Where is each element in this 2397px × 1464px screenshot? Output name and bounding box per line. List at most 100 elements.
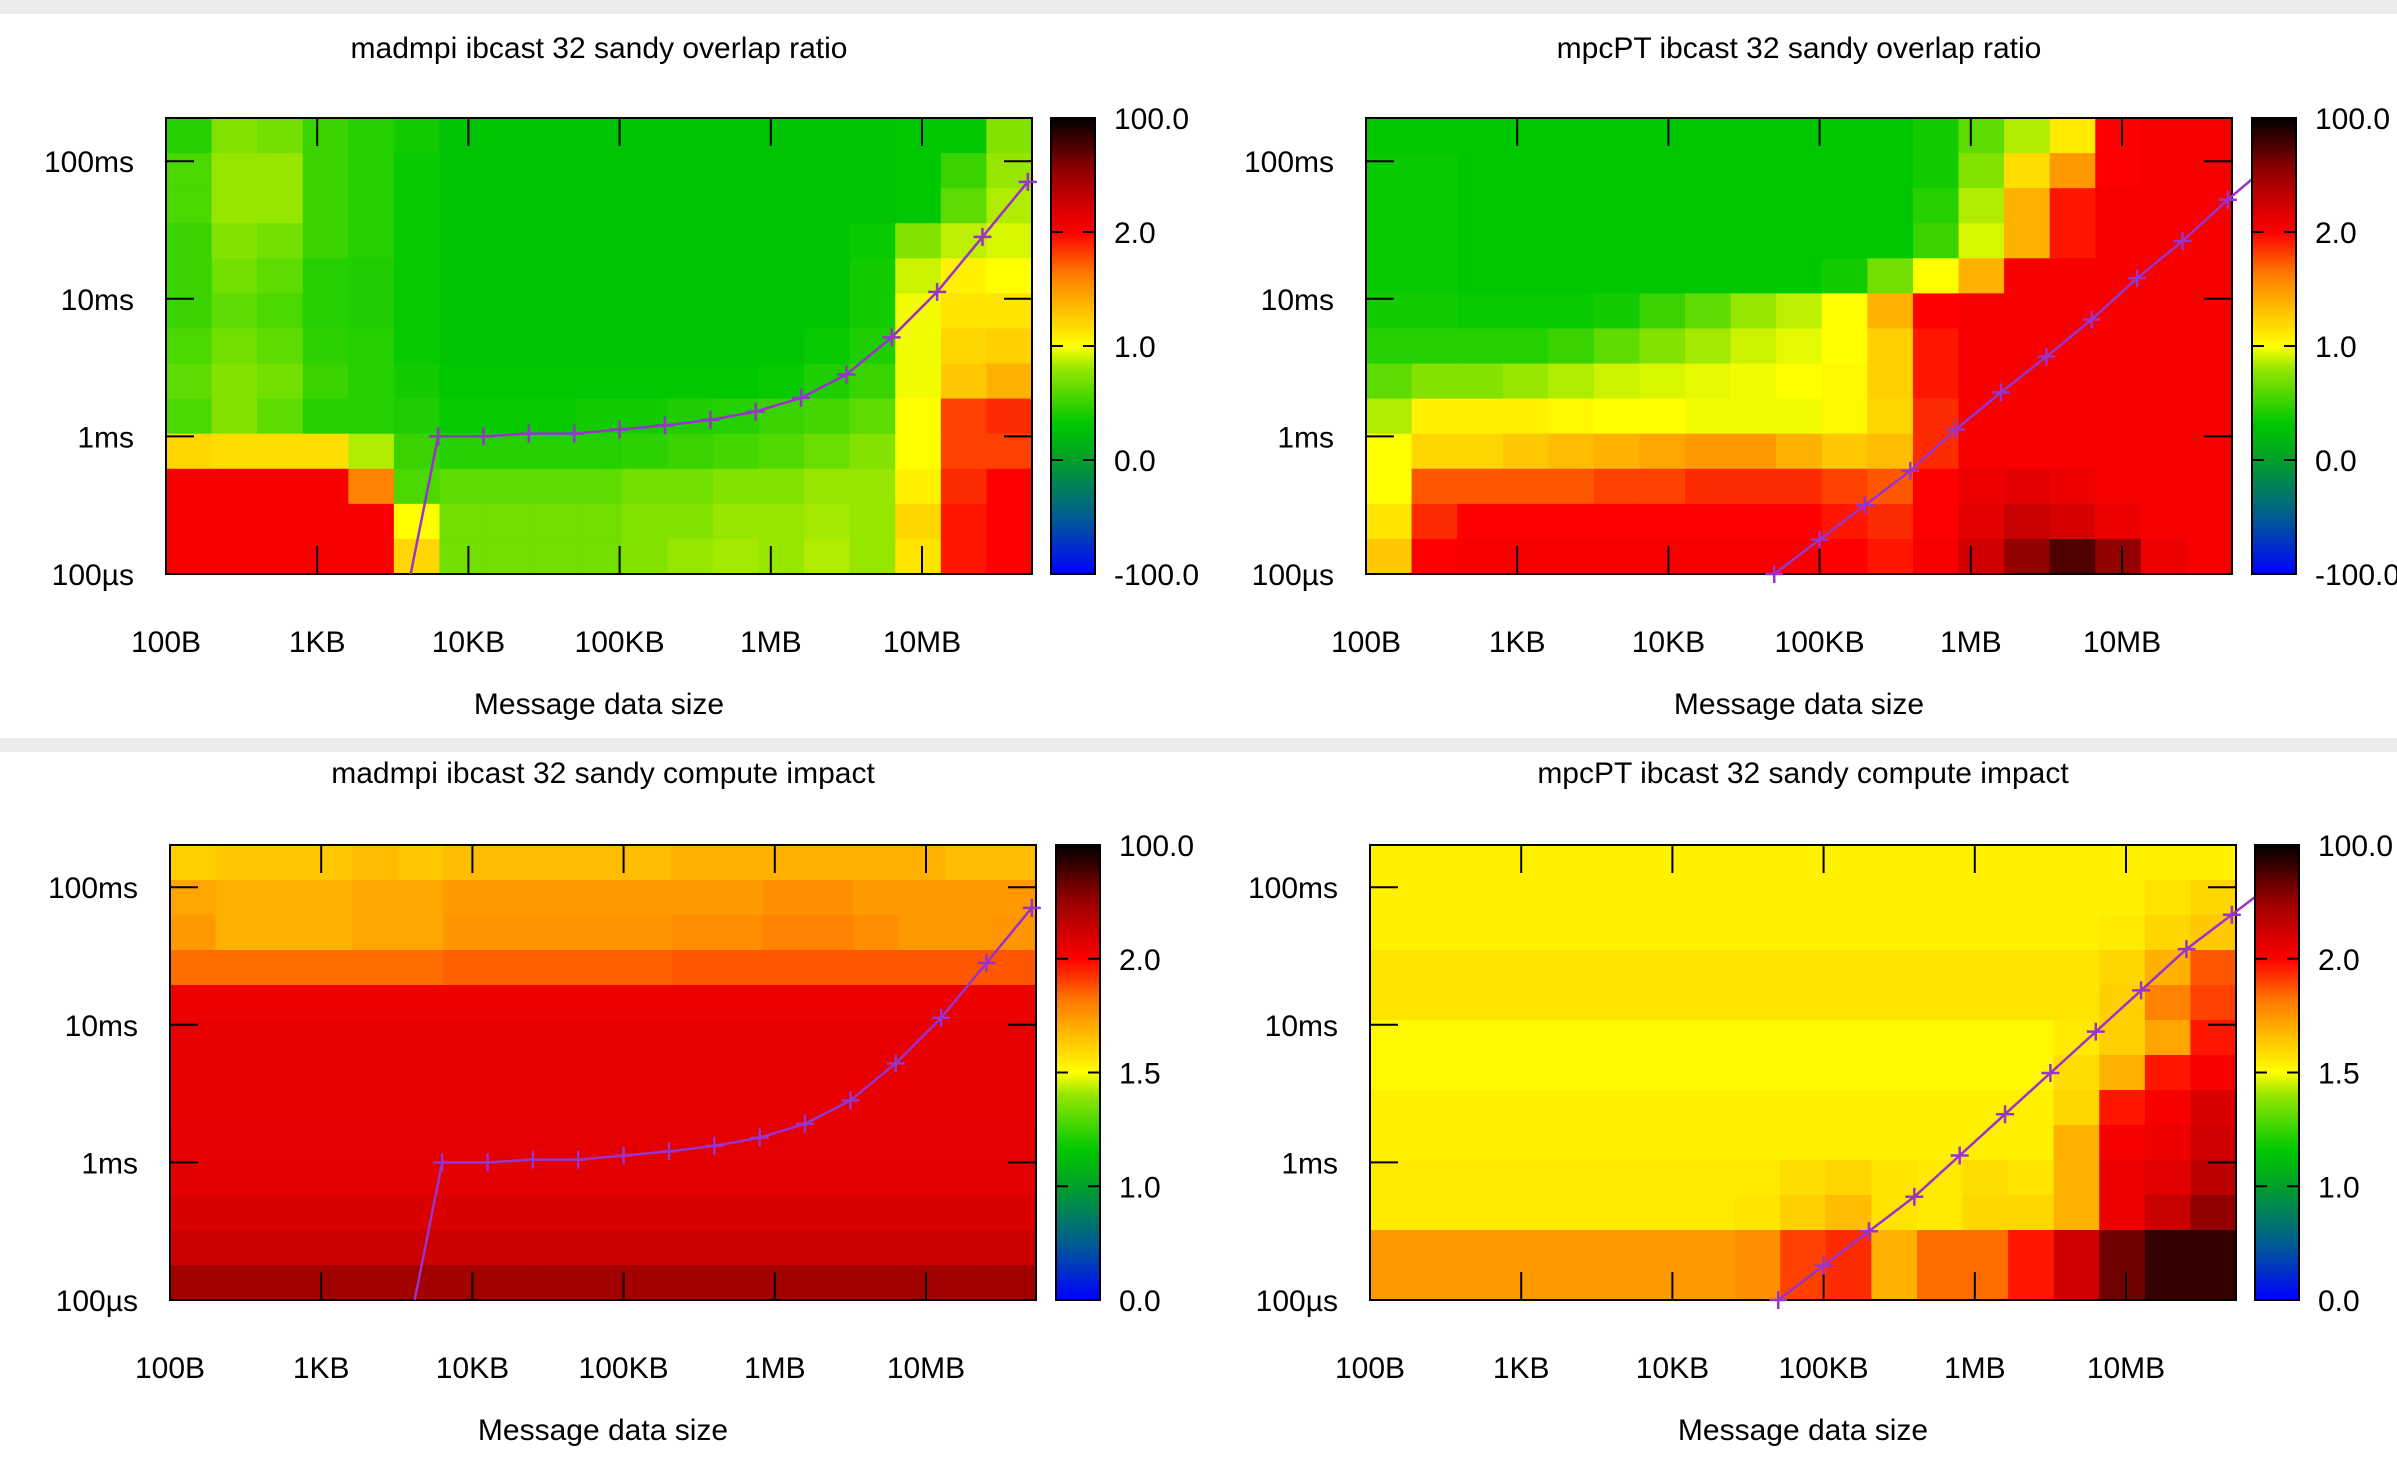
heatmap-cell [716,845,764,881]
heatmap-cell [257,118,304,154]
curve-point [565,424,584,443]
heatmap-cell [1643,845,1690,881]
heatmap-cell [1689,1265,1736,1301]
heatmap-cell [2004,293,2051,330]
heatmap-cell [397,880,445,916]
heatmap-cell [2049,468,2096,505]
heatmap-cell [1685,153,1732,189]
heatmap-cell [1548,398,1595,435]
heatmap-cell [1457,468,1504,505]
heatmap-cell [211,258,258,294]
heatmap-cell [2140,258,2188,294]
curve-point [1810,530,1829,549]
heatmap-cell [804,328,851,365]
colorbar-tick-label: -100.0 [1114,559,1199,592]
heatmap-cell [804,468,851,505]
heatmap-cell [2186,153,2233,189]
heatmap-cell [849,468,896,505]
heatmap-cell [2099,950,2146,986]
heatmap-cell [1821,153,1868,189]
heatmap-cell [758,118,805,154]
heatmap-cell [1461,1090,1508,1126]
heatmap-cell [485,363,532,400]
heatmap-cell [261,1020,308,1056]
heatmap-cell [667,503,714,540]
heatmap-cell [1821,468,1868,505]
heatmap-cell [393,118,441,154]
heatmap-cell [1871,915,1918,951]
heatmap-cell [1506,985,1553,1021]
curve-point [2173,232,2192,251]
curve-point [1859,1222,1878,1241]
heatmap-cell [1825,950,1872,986]
heatmap-cell [1415,915,1462,951]
heatmap-cell [1643,1160,1690,1196]
heatmap-cell [625,1020,672,1056]
heatmap-cell [2140,538,2188,575]
heatmap-cell [940,503,988,540]
heatmap-cell [1593,118,1641,154]
curve-point [1946,420,1965,439]
heatmap-cell [397,1230,445,1266]
heatmap-cell [530,258,577,294]
heatmap-cell [1685,468,1732,505]
heatmap-cell [1734,1265,1781,1301]
heatmap-cell [1780,1230,1827,1266]
heatmap-cell [1867,188,1914,224]
heatmap-cell [170,1055,217,1091]
heatmap-cell [1639,188,1686,224]
heatmap-cell [1912,363,1960,400]
heatmap-cell [393,223,441,259]
heatmap-cell [443,1195,490,1231]
x-tick-label: 1MB [744,1352,806,1385]
heatmap-cell [990,1090,1037,1126]
heatmap-cell [2144,1090,2192,1126]
heatmap-cell [397,1020,445,1056]
heatmap-cell [712,503,760,540]
x-tick-label: 100B [1331,626,1401,659]
heatmap-cell [1962,1230,2009,1266]
heatmap-cell [1825,1055,1872,1091]
heatmap-cell [485,118,532,154]
heatmap-cell [348,118,395,154]
heatmap-cell [530,398,577,435]
curve-point [659,1142,678,1161]
heatmap-cell [2095,293,2142,330]
colorbar-tick-label: 0.0 [2315,445,2357,478]
heatmap-cell [2140,293,2188,330]
curve-point [701,410,720,429]
heatmap-cell [2186,223,2233,259]
curve-point [523,1150,542,1169]
heatmap-cell [306,1125,353,1161]
plot-frame [1365,117,2233,575]
heatmap-cell [261,1090,308,1126]
heatmap-cell [348,503,395,540]
y-tick-label: 1ms [1281,1147,1338,1180]
heatmap-cell [1916,1020,1964,1056]
heatmap-cell [393,328,441,365]
heatmap-cell [306,950,353,986]
heatmap-cell [1689,915,1736,951]
heatmap-cell [1593,258,1641,294]
heatmap-cell [534,1160,581,1196]
heatmap-cell [2190,880,2237,916]
heatmap-cell [261,1125,308,1161]
heatmap-cell [2053,845,2100,881]
heatmap-cell [2140,118,2188,154]
heatmap-cell [1461,1125,1508,1161]
heatmap-cell [1411,398,1458,435]
heatmap-cell [1871,1020,1918,1056]
heatmap-cell [1457,433,1504,470]
heatmap-cell [1912,468,1960,505]
heatmap-cell [1962,950,2009,986]
heatmap-cell [1730,153,1777,189]
heatmap-cell [2095,503,2142,540]
heatmap-cell [576,118,623,154]
heatmap-cell [1639,293,1686,330]
heatmap-cell [397,1090,445,1126]
heatmap-cell [804,538,851,575]
heatmap-cell [1958,328,2005,365]
heatmap-cell [1825,1125,1872,1161]
curve-point [2218,190,2237,209]
heatmap-cell [1776,223,1823,259]
